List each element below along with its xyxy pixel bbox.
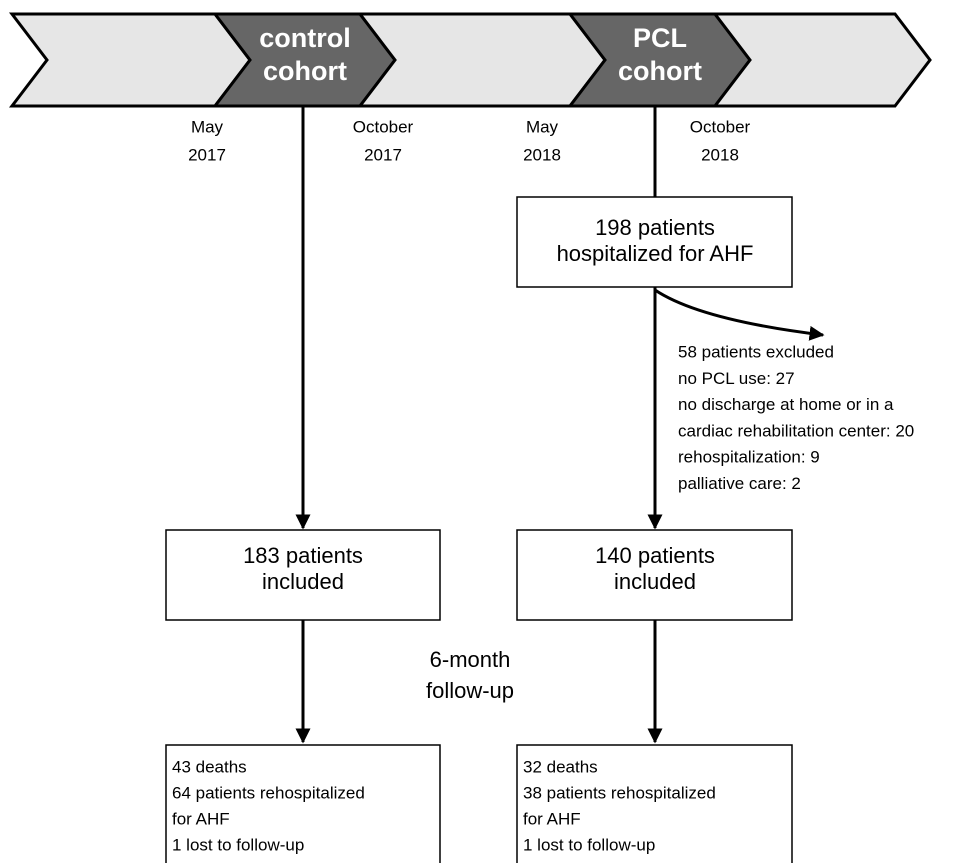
box-text: included xyxy=(262,569,344,594)
box-text: 38 patients rehospitalized xyxy=(523,783,716,802)
box xyxy=(516,196,793,288)
date-label: 2017 xyxy=(188,145,226,164)
timeline-segment xyxy=(356,12,607,108)
excluded-text: no discharge at home or in a xyxy=(678,395,894,414)
excluded-text: no PCL use: 27 xyxy=(678,369,795,388)
box-text: 140 patients xyxy=(595,543,715,568)
cohort-label: PCL xyxy=(633,23,687,53)
box-text: 43 deaths xyxy=(172,757,247,776)
box xyxy=(516,744,793,863)
box-text: 32 deaths xyxy=(523,757,598,776)
follow-up-label: 6-month xyxy=(430,647,511,672)
excluded-text: cardiac rehabilitation center: 20 xyxy=(678,421,914,440)
box-text: 198 patients xyxy=(595,215,715,240)
box-text: 64 patients rehospitalized xyxy=(172,783,365,802)
follow-up-label: follow-up xyxy=(426,678,514,703)
date-label: May xyxy=(526,117,559,136)
box-text: 1 lost to follow-up xyxy=(523,835,655,854)
box-text: hospitalized for AHF xyxy=(557,241,754,266)
date-label: October xyxy=(690,117,751,136)
box-text: 183 patients xyxy=(243,543,363,568)
date-label: 2018 xyxy=(523,145,561,164)
box xyxy=(165,744,441,863)
excluded-text: palliative care: 2 xyxy=(678,474,801,493)
box-text: included xyxy=(614,569,696,594)
date-label: May xyxy=(191,117,224,136)
box-text: 1 lost to follow-up xyxy=(172,835,304,854)
box xyxy=(516,529,793,621)
timeline-segment xyxy=(8,12,252,108)
box-text: for AHF xyxy=(172,809,230,828)
box xyxy=(165,529,441,621)
arrow xyxy=(654,288,825,341)
date-label: 2017 xyxy=(364,145,402,164)
excluded-text: 58 patients excluded xyxy=(678,342,834,361)
date-label: October xyxy=(353,117,414,136)
date-label: 2018 xyxy=(701,145,739,164)
cohort-label: control xyxy=(259,23,351,53)
cohort-label: cohort xyxy=(618,56,702,86)
cohort-label: cohort xyxy=(263,56,347,86)
timeline-segment xyxy=(711,12,932,108)
box-text: for AHF xyxy=(523,809,581,828)
excluded-text: rehospitalization: 9 xyxy=(678,448,820,467)
